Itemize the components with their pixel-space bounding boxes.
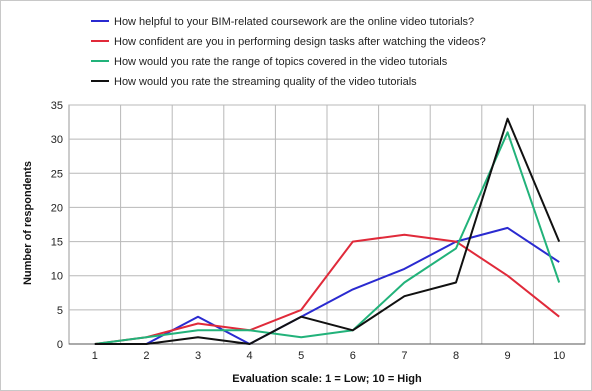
x-tick-label: 1 — [92, 350, 98, 362]
y-tick-label: 25 — [51, 168, 63, 180]
y-tick-label: 10 — [51, 271, 63, 283]
x-axis-title: Evaluation scale: 1 = Low; 10 = High — [232, 373, 422, 385]
series-lines — [94, 117, 561, 345]
x-tick-label: 2 — [143, 350, 149, 362]
y-tick-label: 35 — [51, 100, 63, 112]
legend-label-1: How helpful to your BIM-related coursewo… — [114, 16, 474, 28]
x-tick-label: 5 — [298, 350, 304, 362]
series-line-3 — [94, 131, 561, 345]
x-tick-label: 9 — [505, 350, 511, 362]
x-axis-ticks: 1 2 3 4 5 6 7 8 9 10 — [92, 350, 566, 362]
x-tick-label: 8 — [453, 350, 459, 362]
y-tick-label: 0 — [57, 339, 63, 351]
x-tick-label: 7 — [401, 350, 407, 362]
y-axis-title: Number of respondents — [22, 161, 34, 285]
x-tick-label: 4 — [247, 350, 253, 362]
legend-label-4: How would you rate the streaming quality… — [114, 76, 417, 88]
legend-label-3: How would you rate the range of topics c… — [114, 56, 448, 68]
grid — [68, 104, 586, 345]
x-tick-label: 6 — [350, 350, 356, 362]
y-tick-label: 30 — [51, 134, 63, 146]
legend: How helpful to your BIM-related coursewo… — [91, 16, 486, 88]
series-line-2 — [94, 233, 560, 345]
y-tick-label: 20 — [51, 202, 63, 214]
legend-label-2: How confident are you in performing desi… — [114, 36, 486, 48]
x-tick-label: 10 — [553, 350, 565, 362]
series-line-4 — [94, 117, 561, 345]
y-tick-label: 5 — [57, 305, 63, 317]
x-tick-label: 3 — [195, 350, 201, 362]
y-tick-label: 15 — [51, 237, 63, 249]
y-axis-ticks: 0 5 10 15 20 25 30 35 — [51, 100, 63, 351]
